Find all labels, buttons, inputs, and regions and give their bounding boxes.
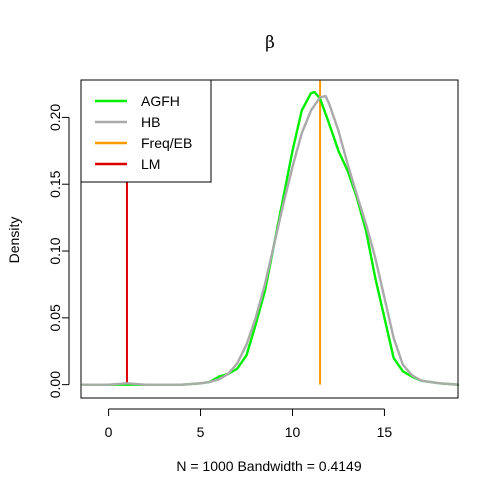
x-tick-label: 10 [285,424,301,440]
x-axis-label: N = 1000 Bandwidth = 0.4149 [176,458,361,474]
legend-label-freq-eb: Freq/EB [141,135,192,151]
plot-area [81,80,460,386]
plot-frame [80,79,459,399]
chart-title: β [265,33,275,53]
legend-label-hb: HB [141,114,160,130]
legend-label-agfh: AGFH [141,93,180,109]
y-tick-label: 0.20 [47,104,63,131]
y-tick-label: 0.00 [47,371,63,398]
legend-label-lm: LM [141,156,160,172]
y-tick-label: 0.05 [47,304,63,331]
x-tick-label: 5 [197,424,205,440]
y-tick-label: 0.10 [47,237,63,264]
x-tick-label: 15 [377,424,393,440]
legend: AGFH HB Freq/EB LM [80,79,212,183]
series-line-hb [81,94,460,386]
x-tick-label: 0 [105,424,113,440]
y-axis-label: Density [6,217,22,264]
y-tick-label: 0.15 [47,170,63,197]
